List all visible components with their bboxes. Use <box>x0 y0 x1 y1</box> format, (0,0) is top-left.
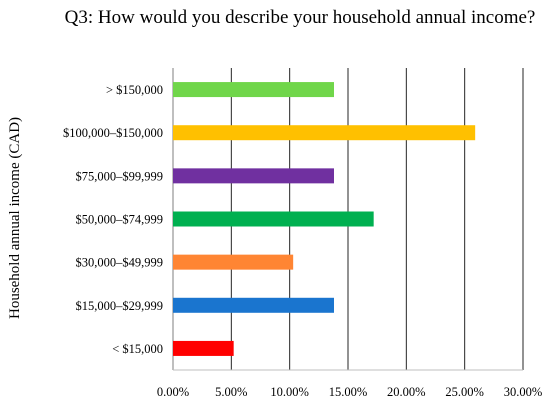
x-tick-labels: 0.00% 5.00% 10.00% 15.00% 20.00% 25.00% 30.00% <box>157 385 542 399</box>
x-tick-label: 0.00% <box>157 385 189 399</box>
bar <box>173 297 334 313</box>
bar <box>173 168 334 184</box>
x-tick-label: 25.00% <box>445 385 484 399</box>
category-label: $15,000–$29,999 <box>76 299 164 313</box>
bar <box>173 254 294 270</box>
bar <box>173 211 374 227</box>
x-tick-label: 5.00% <box>215 385 247 399</box>
category-label: < $15,000 <box>112 342 163 356</box>
category-labels: < $15,000 $15,000–$29,999 $30,000–$49,999 $… <box>63 83 163 356</box>
bar <box>173 340 234 356</box>
x-tick-label: 20.00% <box>387 385 426 399</box>
category-label: $50,000–$74,999 <box>76 213 164 227</box>
bars <box>173 82 476 356</box>
bar <box>173 125 476 141</box>
chart-title: Q3: How would you describe your househol… <box>64 7 536 28</box>
x-tick-label: 15.00% <box>329 385 368 399</box>
x-tick-label: 30.00% <box>504 385 543 399</box>
category-label: $100,000–$150,000 <box>63 126 163 140</box>
category-label: > $150,000 <box>106 83 163 97</box>
y-axis-title: Household annual income (CAD) <box>7 117 23 319</box>
category-label: $30,000–$49,999 <box>76 256 164 270</box>
category-label: $75,000–$99,999 <box>76 169 164 183</box>
bar <box>173 82 334 98</box>
x-tick-label: 10.00% <box>270 385 309 399</box>
